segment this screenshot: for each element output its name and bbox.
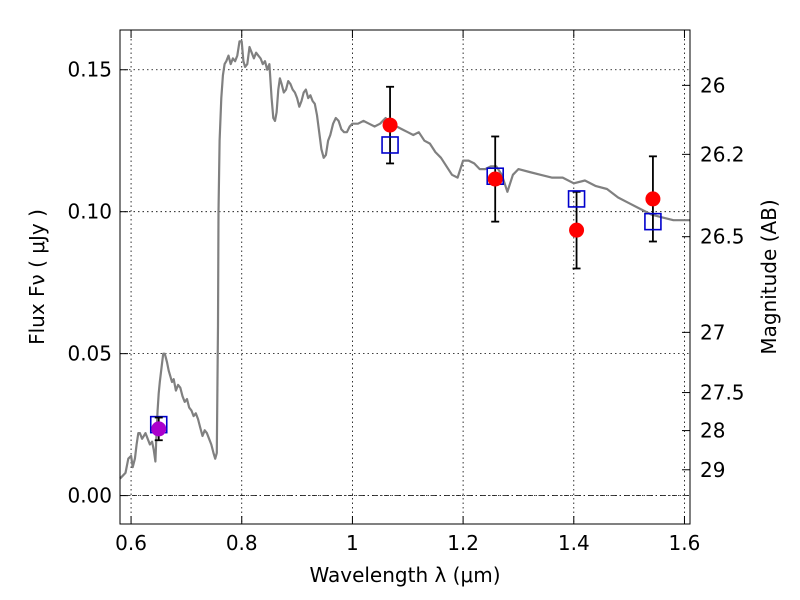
grid-layer <box>120 30 690 524</box>
y2-tick-label: 28 <box>700 419 725 443</box>
model-spectrum-line <box>119 40 690 480</box>
x-tick-label: 1.2 <box>447 531 479 555</box>
plot-background <box>120 30 690 524</box>
points-layer <box>149 85 662 442</box>
y-tick-label: 0.15 <box>67 58 112 82</box>
x-tick-label: 0.6 <box>115 531 147 555</box>
model-layer <box>119 40 690 480</box>
y2-axis-label: Magnitude (AB) <box>757 199 781 354</box>
y-tick-label: 0.00 <box>67 484 112 508</box>
x-tick-label: 1.6 <box>669 531 701 555</box>
y2-tick-label: 27 <box>700 320 725 344</box>
y2-tick-label: 26 <box>700 73 725 97</box>
model-photometry-square <box>567 190 586 208</box>
x-axis-label: Wavelength λ (μm) <box>309 563 500 587</box>
y2-tick-label: 27.5 <box>700 381 745 405</box>
x-tick-label: 1 <box>346 531 359 555</box>
y2-tick-label: 26.2 <box>700 142 745 166</box>
x-tick-label: 0.8 <box>226 531 258 555</box>
observed-point <box>382 117 398 133</box>
y2-tick-label: 29 <box>700 458 725 482</box>
observed-point <box>569 222 585 238</box>
plot-frame <box>119 29 691 525</box>
ticks-layer: 0.6 0.8 1 1.2 1.4 1.6 0.00 0.05 0.10 0.15 26 26.2 26… <box>67 30 745 555</box>
observed-point <box>487 171 503 187</box>
special-point <box>151 421 167 437</box>
observed-point <box>645 191 661 207</box>
y-tick-label: 0.05 <box>67 342 112 366</box>
y-axis-label: Flux Fν ( μJy ) <box>25 209 49 345</box>
y-tick-label: 0.10 <box>67 200 112 224</box>
x-tick-label: 1.4 <box>558 531 590 555</box>
model-photometry-square <box>644 212 662 231</box>
y2-tick-label: 26.5 <box>700 225 745 249</box>
model-photometry-square <box>381 136 399 154</box>
